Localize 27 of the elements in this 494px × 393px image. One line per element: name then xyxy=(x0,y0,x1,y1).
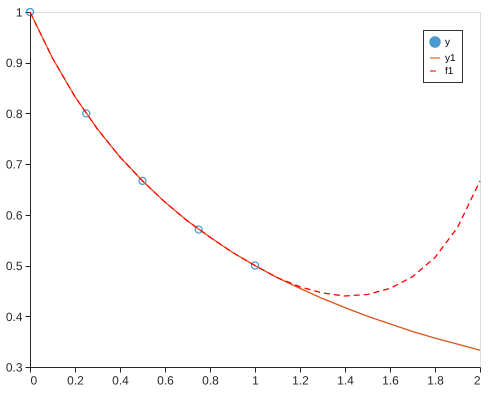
y-tick-label: 0.4 xyxy=(6,310,23,324)
y-tick-label: 0.9 xyxy=(6,56,23,70)
x-tick-label: 1.8 xyxy=(427,374,444,388)
x-tick-label: 0.4 xyxy=(112,374,130,388)
y-tick-label: 0.5 xyxy=(6,259,23,274)
point xyxy=(194,225,203,234)
y-tick-label: 0.7 xyxy=(6,158,23,172)
legend-label: y1 xyxy=(445,53,456,64)
legend-label: y xyxy=(445,37,450,48)
point xyxy=(138,176,147,186)
point xyxy=(250,261,260,270)
x-tick-label: 1 xyxy=(252,374,260,388)
x-tick-label: 1.4 xyxy=(337,374,354,388)
y-tick-label: 0.3 xyxy=(6,360,23,374)
point xyxy=(82,109,90,118)
y-tick-label: 0.8 xyxy=(6,106,23,121)
x-tick-label: 0.8 xyxy=(202,374,220,388)
x-tick-label: 2 xyxy=(474,374,481,388)
x-tick-label: 1.6 xyxy=(382,374,400,388)
x-tick-label: 0.6 xyxy=(157,374,174,388)
legend-label: f1 xyxy=(445,66,454,77)
y-tick-label: 0.6 xyxy=(6,208,23,222)
y-tick-label: 1 xyxy=(16,6,23,20)
line-series xyxy=(29,11,481,297)
x-tick-label: 1.2 xyxy=(292,374,310,388)
x-tick-label: 0 xyxy=(30,374,38,388)
x-tick-label: 0.2 xyxy=(67,374,84,388)
